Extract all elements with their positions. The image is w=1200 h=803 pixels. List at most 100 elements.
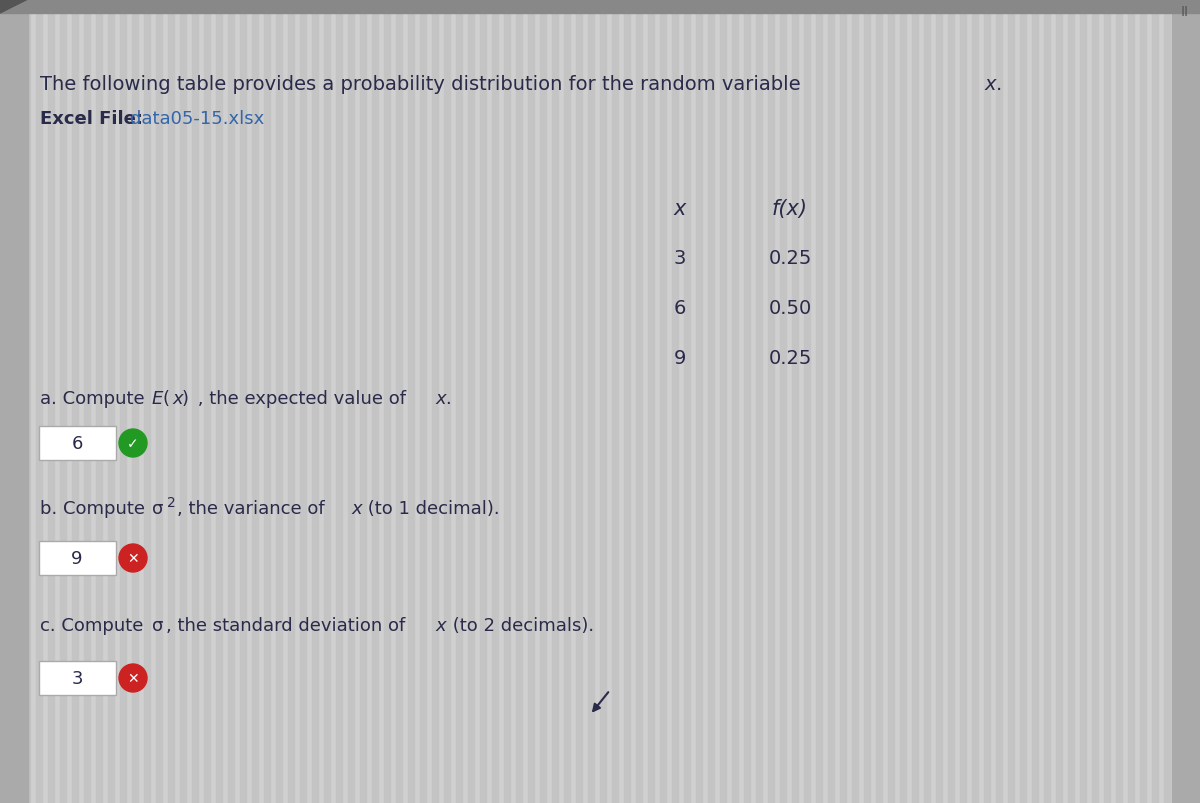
Text: σ: σ xyxy=(152,616,163,634)
Text: 9: 9 xyxy=(674,349,686,368)
Bar xyxy=(156,0,162,803)
Text: x: x xyxy=(172,389,182,407)
Bar xyxy=(1056,0,1062,803)
Circle shape xyxy=(119,664,148,692)
Bar xyxy=(1080,0,1086,803)
Bar xyxy=(744,0,750,803)
Bar xyxy=(336,0,342,803)
Bar xyxy=(600,0,606,803)
Text: x: x xyxy=(985,75,996,93)
Bar xyxy=(120,0,126,803)
Bar xyxy=(1092,0,1098,803)
Bar xyxy=(828,0,834,803)
Bar xyxy=(348,0,354,803)
Bar xyxy=(516,0,522,803)
Bar xyxy=(240,0,246,803)
Bar xyxy=(564,0,570,803)
Bar xyxy=(768,0,774,803)
Bar xyxy=(444,0,450,803)
Bar xyxy=(624,0,630,803)
Bar xyxy=(552,0,558,803)
Text: 0.25: 0.25 xyxy=(768,249,811,268)
Bar xyxy=(972,0,978,803)
Bar xyxy=(168,0,174,803)
Bar xyxy=(1128,0,1134,803)
Bar xyxy=(720,0,726,803)
Text: , the variance of: , the variance of xyxy=(178,499,330,517)
Bar xyxy=(1020,0,1026,803)
Bar xyxy=(0,0,6,803)
Bar xyxy=(60,0,66,803)
Bar xyxy=(420,0,426,803)
Text: , the expected value of: , the expected value of xyxy=(192,389,412,407)
Text: II: II xyxy=(1181,5,1189,19)
Bar xyxy=(324,0,330,803)
Text: a. Compute: a. Compute xyxy=(40,389,150,407)
Text: ✕: ✕ xyxy=(127,552,139,565)
Bar xyxy=(384,0,390,803)
Bar xyxy=(252,0,258,803)
Bar xyxy=(696,0,702,803)
Circle shape xyxy=(119,430,148,458)
Bar xyxy=(852,0,858,803)
Text: 2: 2 xyxy=(167,495,175,509)
Bar xyxy=(276,0,282,803)
Text: 3: 3 xyxy=(71,669,83,687)
Bar xyxy=(24,0,30,803)
Bar xyxy=(108,0,114,803)
Bar xyxy=(924,0,930,803)
Bar xyxy=(996,0,1002,803)
Bar xyxy=(1032,0,1038,803)
Bar xyxy=(540,0,546,803)
Text: c. Compute: c. Compute xyxy=(40,616,149,634)
Bar xyxy=(888,0,894,803)
Bar xyxy=(1176,0,1182,803)
Text: ): ) xyxy=(182,389,190,407)
Bar xyxy=(984,0,990,803)
Bar xyxy=(456,0,462,803)
Bar xyxy=(648,0,654,803)
Text: Excel File:: Excel File: xyxy=(40,110,143,128)
Bar xyxy=(372,0,378,803)
Bar xyxy=(192,0,198,803)
Bar xyxy=(864,0,870,803)
Bar xyxy=(948,0,954,803)
Bar xyxy=(96,0,102,803)
Circle shape xyxy=(119,544,148,573)
Bar xyxy=(1172,0,1200,803)
Bar xyxy=(672,0,678,803)
Bar xyxy=(0,0,28,803)
Bar xyxy=(396,0,402,803)
Bar xyxy=(1068,0,1074,803)
Text: The following table provides a probability distribution for the random variable: The following table provides a probabili… xyxy=(40,75,806,93)
Bar xyxy=(0,0,1200,14)
Text: (to 2 decimals).: (to 2 decimals). xyxy=(446,616,594,634)
Bar xyxy=(960,0,966,803)
Bar xyxy=(300,0,306,803)
Text: x: x xyxy=(352,499,361,517)
Text: E: E xyxy=(152,389,163,407)
Bar xyxy=(636,0,642,803)
Bar xyxy=(48,0,54,803)
Text: 9: 9 xyxy=(71,549,83,567)
Bar xyxy=(492,0,498,803)
Bar xyxy=(288,0,294,803)
Bar xyxy=(576,0,582,803)
FancyBboxPatch shape xyxy=(38,661,116,695)
Text: data05-15.xlsx: data05-15.xlsx xyxy=(130,110,264,128)
Bar xyxy=(1140,0,1146,803)
Bar xyxy=(12,0,18,803)
Bar xyxy=(132,0,138,803)
Bar xyxy=(1008,0,1014,803)
Bar xyxy=(1188,0,1194,803)
Text: (to 1 decimal).: (to 1 decimal). xyxy=(362,499,499,517)
Bar xyxy=(1116,0,1122,803)
FancyBboxPatch shape xyxy=(38,426,116,460)
Bar xyxy=(144,0,150,803)
Bar xyxy=(312,0,318,803)
Bar xyxy=(804,0,810,803)
Bar xyxy=(1152,0,1158,803)
Bar xyxy=(612,0,618,803)
Bar xyxy=(204,0,210,803)
Text: 0.25: 0.25 xyxy=(768,349,811,368)
